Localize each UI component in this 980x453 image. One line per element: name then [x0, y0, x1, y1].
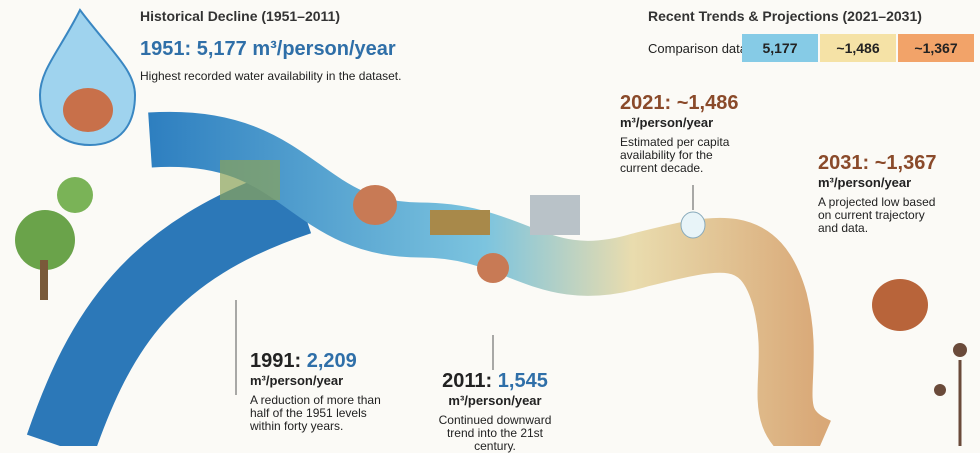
comparison-value: ~1,367: [898, 34, 974, 62]
pot: [477, 253, 509, 283]
section-title: Recent Trends & Projections (2021–2031): [648, 8, 922, 24]
milestone: 1991: 2,209 m³/person/year A reduction o…: [250, 350, 400, 433]
unit: m³/person/year: [620, 115, 760, 130]
year: 1991:: [250, 350, 301, 372]
pot: [63, 88, 113, 132]
value: 1,545: [498, 370, 548, 392]
pot: [353, 185, 397, 225]
comparison-value: ~1,486: [820, 34, 896, 62]
person: [953, 343, 967, 357]
city: [530, 195, 580, 235]
note: Estimated per capita availability for th…: [620, 136, 745, 175]
tree: [57, 177, 93, 213]
unit: m³/person/year: [250, 373, 400, 388]
comparison-label: Comparison data: [648, 41, 747, 56]
child: [934, 384, 946, 396]
value: ~1,486: [677, 92, 739, 114]
milestone: 2031: ~1,367 m³/person/year A projected …: [818, 152, 968, 235]
field: [430, 210, 490, 235]
glass-pot: [681, 212, 705, 238]
comparison-value: 5,177: [742, 34, 818, 62]
note: Continued downward trend into the 21st c…: [430, 414, 560, 453]
year: 2031:: [818, 152, 869, 174]
milestone: 2011: 1,545 m³/person/year Continued dow…: [430, 370, 560, 453]
tree-trunk: [40, 260, 48, 300]
year: 2011:: [442, 370, 492, 392]
cracked-pot: [872, 279, 928, 331]
crops: [220, 160, 280, 200]
milestone: 2021: ~1,486 m³/person/year Estimated pe…: [620, 92, 760, 175]
headline: 1951: 5,177 m³/person/year: [140, 38, 396, 61]
value: 2,209: [307, 350, 357, 372]
year: 2021:: [620, 92, 671, 114]
note: A projected low based on current traject…: [818, 196, 943, 235]
note: Highest recorded water availability in t…: [140, 70, 401, 83]
note: A reduction of more than half of the 195…: [250, 394, 390, 433]
unit: m³/person/year: [818, 175, 968, 190]
infographic: Historical Decline (1951–2011) 1951: 5,1…: [0, 0, 980, 446]
value: ~1,367: [875, 152, 937, 174]
unit: m³/person/year: [430, 393, 560, 408]
section-title: Historical Decline (1951–2011): [140, 8, 340, 24]
